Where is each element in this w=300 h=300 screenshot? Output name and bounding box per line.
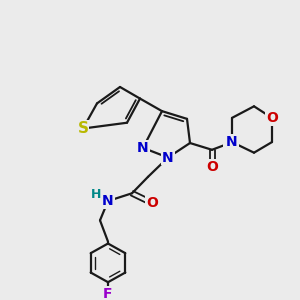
Text: N: N xyxy=(226,135,238,149)
Text: N: N xyxy=(224,136,236,150)
Text: N: N xyxy=(162,151,174,164)
Text: S: S xyxy=(77,121,88,136)
Text: F: F xyxy=(103,287,113,300)
Text: O: O xyxy=(206,160,218,174)
Text: O: O xyxy=(266,111,278,125)
Text: O: O xyxy=(146,196,158,210)
Text: N: N xyxy=(102,194,114,208)
Text: H: H xyxy=(91,188,101,201)
Text: N: N xyxy=(137,141,149,155)
